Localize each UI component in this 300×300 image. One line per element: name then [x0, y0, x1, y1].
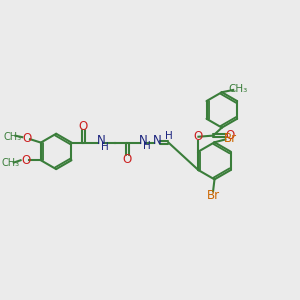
Text: CH₃: CH₃	[229, 84, 248, 94]
Text: O: O	[23, 132, 32, 145]
Text: Br: Br	[206, 189, 220, 203]
Text: CH₃: CH₃	[2, 158, 20, 168]
Text: H: H	[165, 131, 173, 141]
Text: O: O	[21, 154, 30, 167]
Text: H: H	[143, 141, 151, 151]
Text: O: O	[193, 130, 203, 143]
Text: O: O	[123, 153, 132, 166]
Text: O: O	[79, 119, 88, 133]
Text: N: N	[139, 134, 148, 147]
Text: Br: Br	[224, 132, 237, 145]
Text: N: N	[153, 134, 162, 147]
Text: N: N	[97, 134, 106, 147]
Text: O: O	[225, 129, 234, 142]
Text: CH₃: CH₃	[4, 132, 22, 142]
Text: H: H	[101, 142, 109, 152]
